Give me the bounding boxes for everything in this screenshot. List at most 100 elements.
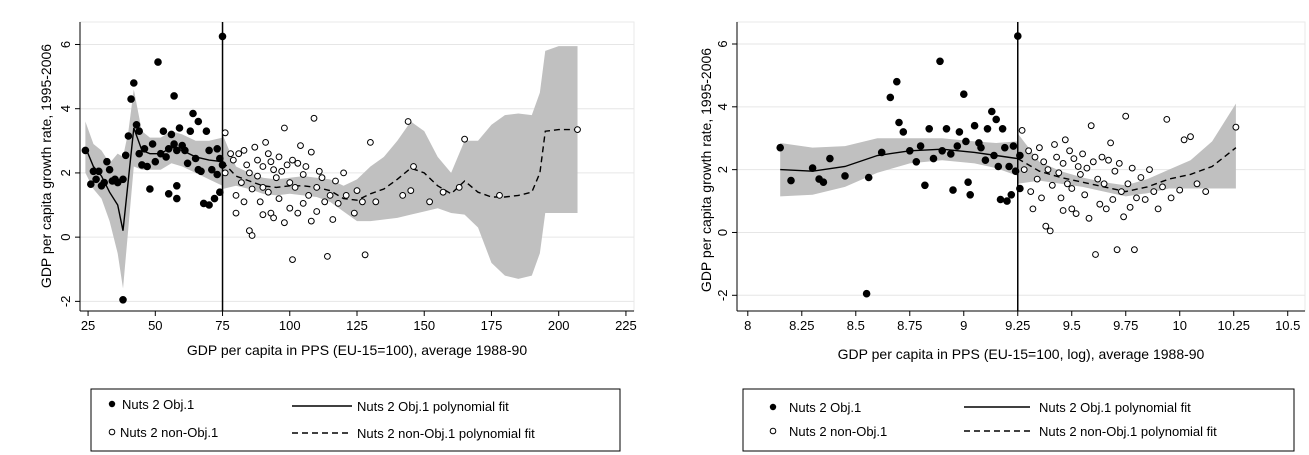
point-nonobj1-left-51	[313, 184, 321, 191]
point-obj1-right-41	[998, 125, 1007, 133]
x-tick-label-left-5: 150	[413, 318, 435, 333]
point-obj1-left-15	[124, 132, 133, 140]
legend-marker-nonobj1-right	[769, 427, 777, 435]
legend-box-right	[742, 388, 1295, 452]
point-nonobj1-left-65	[359, 198, 366, 206]
x-tick-label-left-2: 75	[215, 318, 229, 333]
point-nonobj1-left-38	[289, 156, 296, 164]
confidence-bands-right	[780, 103, 1236, 197]
point-obj1-left-58	[216, 188, 224, 196]
point-nonobj1-left-73	[426, 198, 434, 206]
point-nonobj1-left-50	[310, 114, 318, 122]
point-obj1-left-17	[130, 79, 138, 87]
point-nonobj1-left-5	[232, 209, 240, 217]
point-obj1-right-34	[981, 156, 990, 164]
point-nonobj1-left-42	[294, 209, 302, 217]
point-nonobj1-left-37	[286, 204, 294, 212]
point-obj1-left-25	[148, 140, 157, 148]
point-nonobj1-left-54	[318, 174, 326, 182]
y-tick-label-right-0: -2	[715, 290, 730, 302]
point-nonobj1-right-65	[1187, 133, 1194, 141]
points-right	[776, 32, 1240, 298]
point-nonobj1-right-29	[1079, 150, 1086, 158]
legend-label-nonobj1-fit-right: Nuts 2 non-Obj.1 polynomial fit	[1039, 424, 1217, 439]
y-tick-label-right-3: 4	[715, 103, 730, 110]
chart-left: 25 50 75 100 125 150 175 200 225 -2 0 2 4 6 GDP per c…	[38, 21, 637, 452]
point-nonobj1-left-45	[299, 200, 307, 207]
point-obj1-right-45	[1007, 191, 1016, 199]
point-nonobj1-right-7	[1036, 144, 1043, 152]
point-obj1-left-41	[181, 146, 189, 155]
point-obj1-left-46	[194, 117, 203, 126]
point-nonobj1-left-0	[221, 129, 229, 137]
chart-right: 8 8.25 8.5 8.75 9 9.25 9.5 9.75 10 10.25 10.5 -2 0 2 4…	[698, 21, 1306, 452]
point-obj1-left-16	[127, 95, 135, 103]
point-obj1-right-1	[787, 176, 795, 185]
point-nonobj1-right-64	[1180, 136, 1188, 144]
point-nonobj1-left-44	[299, 171, 307, 178]
point-obj1-left-44	[189, 109, 197, 118]
point-obj1-right-7	[862, 289, 871, 298]
point-nonobj1-left-66	[361, 251, 369, 259]
point-nonobj1-right-60	[1159, 183, 1166, 191]
point-obj1-right-33	[977, 143, 985, 152]
point-obj1-right-23	[947, 150, 955, 158]
point-obj1-left-55	[213, 145, 221, 153]
point-nonobj1-left-20	[259, 184, 267, 191]
point-nonobj1-left-39	[289, 256, 296, 264]
point-nonobj1-left-55	[321, 198, 329, 206]
point-nonobj1-right-9	[1040, 158, 1048, 166]
x-tick-label-right-2: 8.5	[847, 318, 865, 333]
point-obj1-right-18	[925, 125, 934, 133]
point-nonobj1-right-43	[1109, 196, 1117, 203]
confidence-band-right-0	[780, 138, 1018, 197]
point-nonobj1-left-27	[270, 166, 278, 174]
point-obj1-right-29	[964, 178, 972, 186]
point-obj1-left-1	[87, 180, 95, 188]
point-nonobj1-left-21	[259, 211, 267, 219]
point-obj1-left-38	[173, 194, 181, 203]
point-nonobj1-right-26	[1072, 210, 1080, 218]
point-obj1-left-22	[140, 145, 149, 153]
point-nonobj1-left-29	[272, 174, 280, 182]
point-obj1-right-44	[1005, 162, 1013, 171]
point-obj1-right-35	[983, 125, 992, 133]
point-nonobj1-left-58	[329, 216, 337, 223]
point-obj1-right-37	[990, 151, 998, 160]
point-nonobj1-right-67	[1202, 188, 1210, 196]
point-nonobj1-right-17	[1057, 194, 1065, 202]
point-nonobj1-left-17	[254, 172, 261, 180]
y-tick-label-right-4: 6	[715, 40, 730, 47]
point-nonobj1-left-76	[461, 135, 469, 143]
point-nonobj1-left-13	[248, 185, 256, 193]
point-nonobj1-right-1	[1020, 166, 1028, 174]
point-obj1-left-3	[92, 175, 100, 184]
y-tick-label-left-3: 4	[58, 105, 73, 112]
point-nonobj1-right-54	[1133, 194, 1140, 202]
point-nonobj1-left-46	[302, 163, 310, 170]
point-nonobj1-right-19	[1059, 207, 1067, 214]
point-nonobj1-right-14	[1051, 141, 1058, 148]
points-left	[81, 32, 581, 304]
point-obj1-right-31	[970, 121, 979, 130]
point-nonobj1-left-18	[256, 198, 264, 206]
legend-label-nonobj1-right: Nuts 2 non-Obj.1	[789, 424, 887, 439]
point-nonobj1-left-61	[340, 169, 348, 177]
y-tick-label-right-2: 2	[715, 166, 730, 173]
point-obj1-right-16	[916, 142, 925, 150]
y-tick-label-left-0: -2	[58, 296, 73, 308]
point-obj1-right-20	[936, 57, 944, 66]
point-nonobj1-right-11	[1044, 166, 1052, 174]
point-nonobj1-right-2	[1025, 147, 1032, 155]
point-nonobj1-left-49	[307, 217, 315, 225]
point-nonobj1-right-45	[1113, 246, 1121, 254]
point-nonobj1-right-36	[1094, 175, 1102, 183]
point-obj1-left-53	[208, 165, 216, 174]
point-nonobj1-left-16	[254, 156, 261, 164]
point-nonobj1-left-34	[281, 219, 288, 227]
point-obj1-right-9	[877, 148, 886, 157]
point-nonobj1-left-63	[350, 209, 358, 217]
point-nonobj1-left-71	[407, 187, 415, 195]
point-nonobj1-right-62	[1167, 194, 1175, 202]
axis-ticks-left: 25 50 75 100 125 150 175 200 225 -2 0 2 4 6	[58, 41, 637, 333]
